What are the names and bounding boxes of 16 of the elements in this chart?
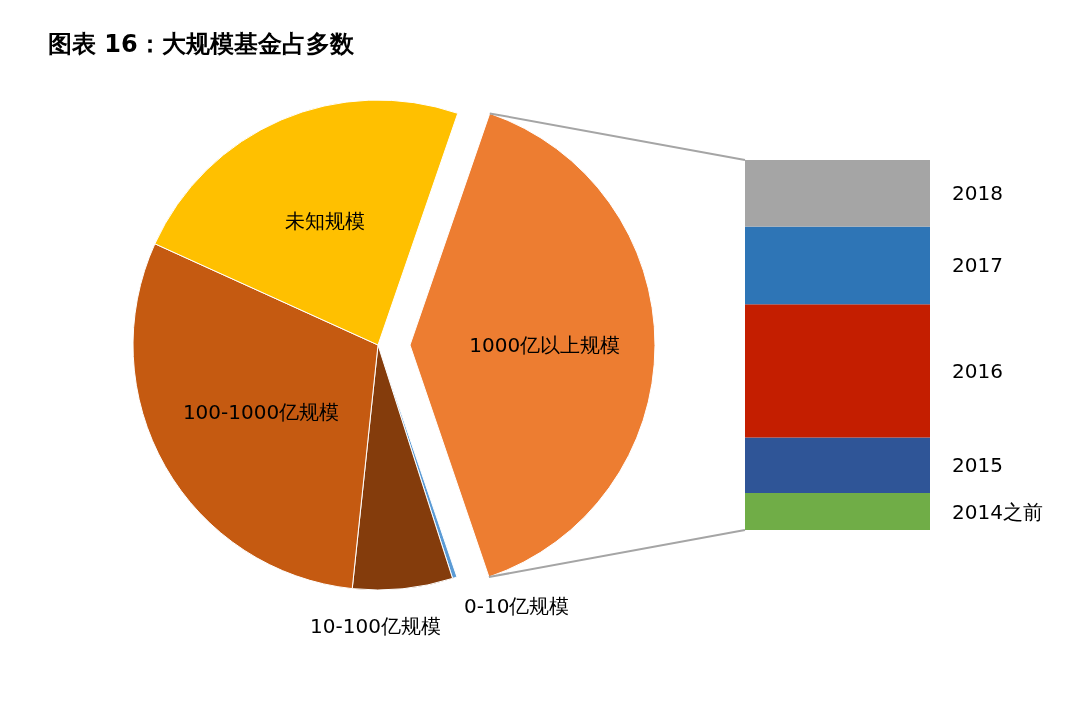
bar: [745, 493, 930, 530]
slice-label: 1000亿以上规模: [469, 333, 621, 358]
chart-title: 图表 16：大规模基金占多数: [48, 30, 355, 58]
slice-label: 10-100亿规模: [310, 613, 441, 638]
bar: [745, 226, 930, 305]
series-label: 2017: [952, 253, 1003, 278]
series-label: 2015: [952, 453, 1003, 478]
series-label: 2018: [952, 181, 1003, 206]
slice-label: 0-10亿规模: [463, 593, 570, 618]
slice-label: 未知规模: [284, 209, 365, 234]
bar: [745, 304, 930, 438]
series-label: 2016: [952, 358, 1003, 383]
slice-label: 100-1000亿规模: [182, 399, 340, 424]
series-label: 2014之前: [952, 499, 1043, 524]
bar: [745, 437, 930, 493]
bar: [745, 160, 930, 227]
